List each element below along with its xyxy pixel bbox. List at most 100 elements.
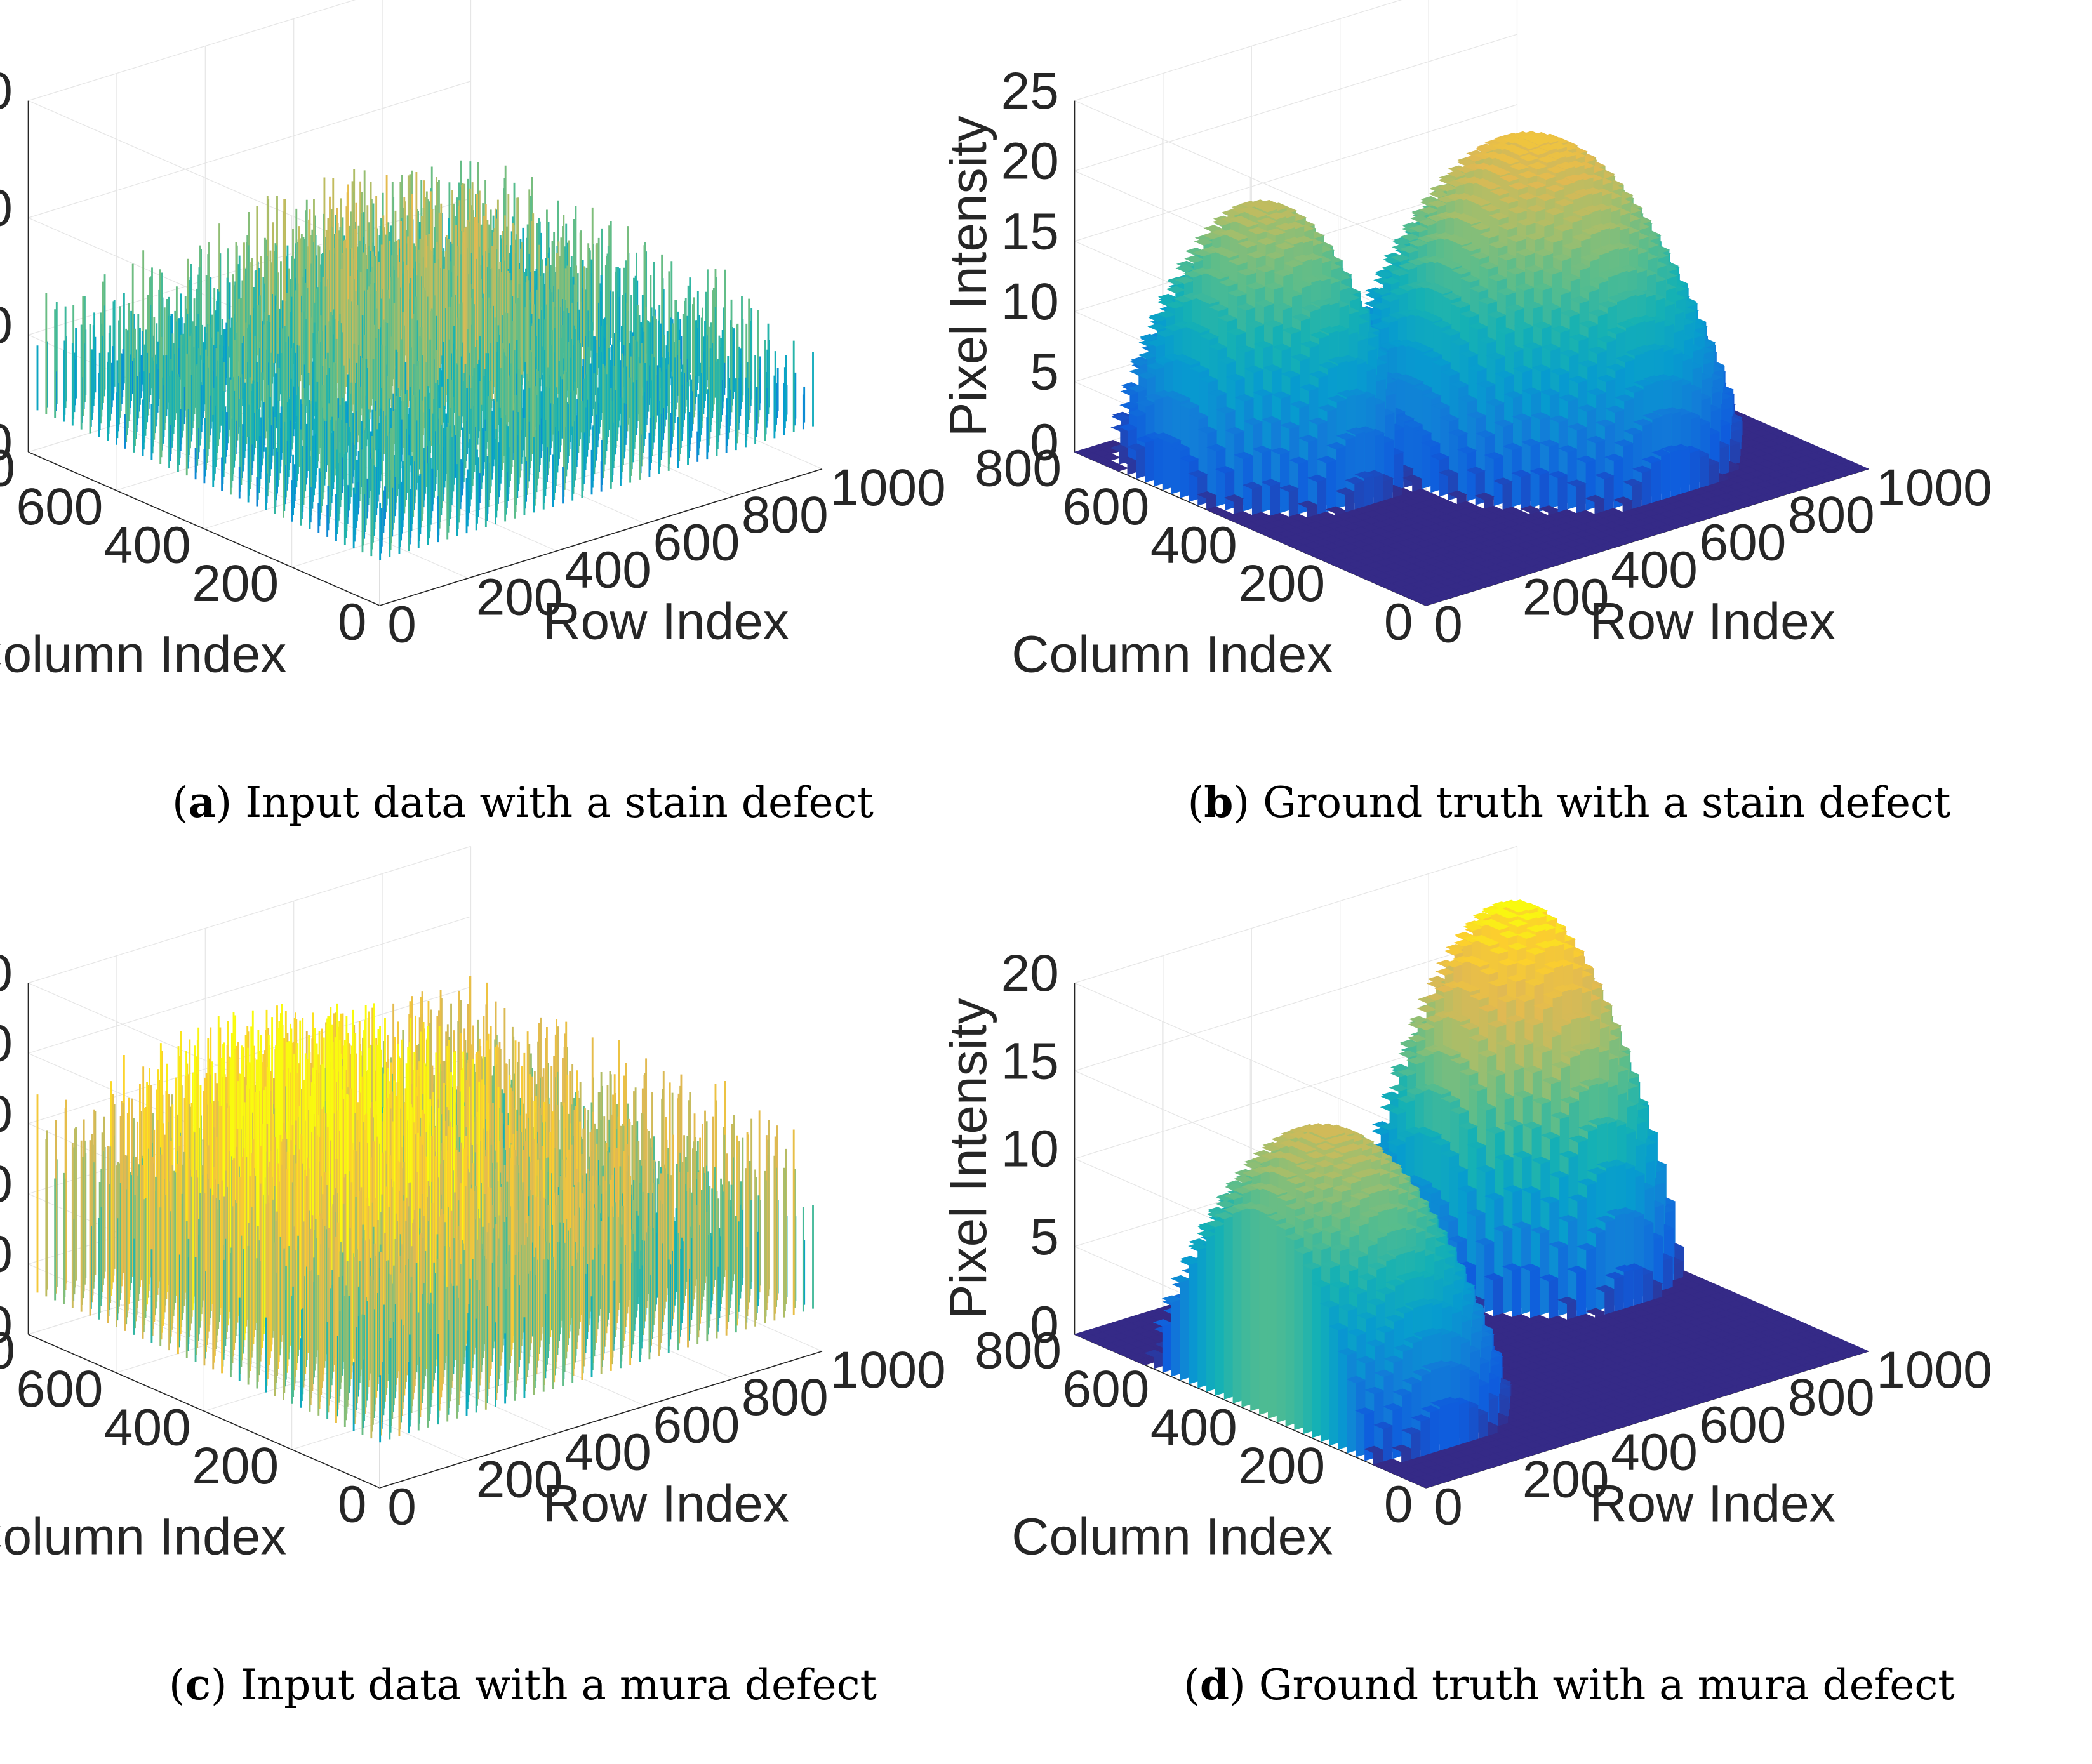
surface-facet <box>1477 336 1497 344</box>
surface-facet <box>1253 389 1273 397</box>
surface-facet <box>1624 385 1644 393</box>
surface-wall <box>1689 449 1700 492</box>
surface-facet <box>1388 311 1409 319</box>
surface-facet <box>1523 301 1543 309</box>
surface-facet <box>1237 240 1258 248</box>
surface-facet <box>1552 253 1573 262</box>
surface-facet <box>1537 156 1557 163</box>
surface-facet <box>1437 183 1458 192</box>
surface-facet <box>1215 466 1236 474</box>
surface-facet <box>1281 370 1301 378</box>
surface-facet <box>1436 196 1456 203</box>
surface-facet <box>1486 311 1507 319</box>
surface-facet <box>1252 446 1272 453</box>
surface-facet <box>1606 363 1626 371</box>
surface-facet <box>1418 206 1439 215</box>
surface-facet <box>1489 188 1510 196</box>
surface-facet <box>1381 277 1401 285</box>
surface-facet <box>1509 162 1529 171</box>
surface-facet <box>1594 472 1615 479</box>
surface-facet <box>1289 401 1310 408</box>
surface-facet <box>1507 234 1527 242</box>
surface-wall <box>1458 433 1468 498</box>
surface-facet <box>1216 406 1236 414</box>
surface-wall <box>1345 437 1356 506</box>
surface-wall <box>1484 496 1494 509</box>
surface-facet <box>1560 309 1580 317</box>
surface-facet <box>1474 493 1495 500</box>
surface-wall <box>1719 477 1729 482</box>
surface-facet <box>1604 454 1625 461</box>
surface-facet <box>1538 505 1559 513</box>
surface-facet <box>1199 333 1220 340</box>
surface-facet <box>1599 244 1620 251</box>
surface-facet <box>1595 419 1616 427</box>
surface-facet <box>1642 412 1663 420</box>
surface-facet <box>1128 385 1149 392</box>
z-tick-label: 20 <box>1001 133 1059 190</box>
surface-facet <box>1394 414 1415 422</box>
surface-facet <box>1546 166 1566 174</box>
surface-facet <box>1272 343 1292 351</box>
surface-facet <box>1176 260 1197 269</box>
surface-facet <box>1179 454 1199 463</box>
surface-facet <box>1516 218 1536 226</box>
caption-letter: a <box>188 778 216 827</box>
surface-wall <box>1412 479 1422 492</box>
x-tick-label: 1000 <box>1876 459 1992 517</box>
surface-facet <box>1459 310 1480 318</box>
surface-facet <box>1477 296 1498 305</box>
surface-facet <box>1258 204 1278 213</box>
surface-facet <box>1139 333 1160 342</box>
surface-facet <box>1284 237 1305 245</box>
y-tick-label: 600 <box>1063 478 1150 536</box>
surface-facet <box>1336 390 1357 397</box>
surface-facet <box>1581 227 1601 235</box>
surface-facet <box>1522 342 1543 350</box>
surface-facet <box>1117 456 1138 465</box>
surface-facet <box>1549 415 1569 423</box>
surface-facet <box>1632 465 1653 474</box>
surface-facet <box>1209 303 1229 312</box>
grid-line <box>28 916 471 1054</box>
surface-facet <box>1181 357 1201 366</box>
surface-facet <box>1535 219 1555 227</box>
surface-facet <box>1175 276 1195 284</box>
surface-wall <box>1404 418 1414 482</box>
caption-letter: b <box>1204 778 1234 827</box>
surface-facet <box>1479 262 1499 270</box>
surface-facet <box>1319 326 1340 334</box>
surface-wall <box>1557 475 1568 513</box>
surface-facet <box>1470 223 1491 230</box>
surface-facet <box>1613 439 1634 447</box>
surface-facet <box>1400 233 1421 241</box>
surface-facet <box>1197 491 1217 499</box>
surface-facet <box>1430 453 1450 460</box>
chart-a: 0100200300020040060080010000200400600800… <box>0 0 946 684</box>
surface-facet <box>1136 371 1157 380</box>
surface-facet <box>1519 142 1540 149</box>
x-tick-label: 600 <box>653 514 740 571</box>
surface-facet <box>1517 192 1538 200</box>
surface-facet <box>1300 340 1321 348</box>
surface-facet <box>1596 375 1616 383</box>
surface-facet <box>1412 428 1432 437</box>
surface-facet <box>1449 338 1470 346</box>
surface-facet <box>1291 314 1312 321</box>
y-tick-label: 0 <box>338 593 367 651</box>
surface-wall <box>1651 460 1662 503</box>
surface-facet <box>1409 225 1430 233</box>
surface-wall <box>1288 488 1299 517</box>
surface-facet <box>1217 314 1238 322</box>
surface-facet <box>1279 484 1300 493</box>
surface-facet <box>1246 282 1266 290</box>
surface-facet <box>1625 348 1646 357</box>
surface-wall <box>1251 486 1262 515</box>
x-tick-label: 0 <box>1434 595 1463 653</box>
surface-wall <box>1475 470 1485 505</box>
surface-facet <box>1564 174 1585 182</box>
surface-facet <box>1562 242 1582 250</box>
surface-facet <box>1539 439 1559 448</box>
